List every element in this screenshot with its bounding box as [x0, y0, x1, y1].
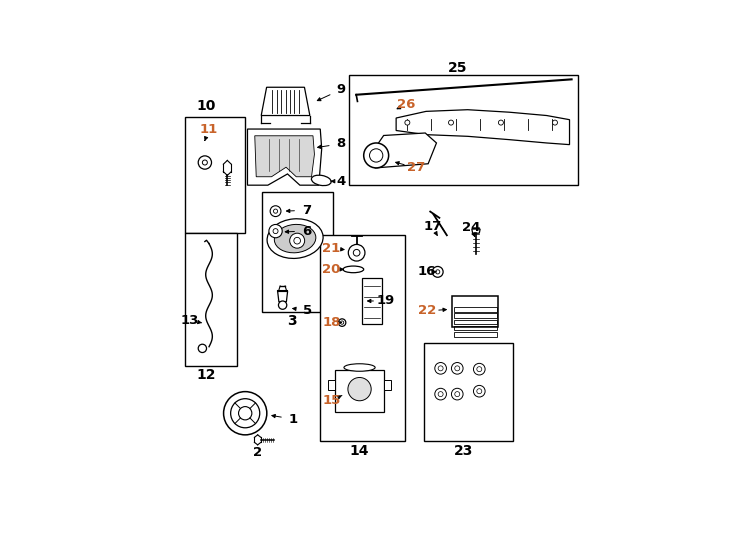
Polygon shape	[277, 292, 288, 302]
Circle shape	[348, 377, 371, 401]
Text: 27: 27	[407, 161, 425, 174]
Bar	[185, 233, 237, 366]
Circle shape	[369, 149, 383, 162]
Bar	[454, 326, 497, 330]
Bar	[452, 295, 498, 327]
Circle shape	[198, 156, 211, 169]
Circle shape	[364, 143, 388, 168]
Text: 21: 21	[322, 242, 341, 255]
Text: 17: 17	[424, 220, 441, 233]
Bar	[185, 117, 245, 233]
Text: 18: 18	[322, 316, 341, 329]
Bar	[424, 343, 513, 441]
Text: 10: 10	[196, 99, 215, 113]
Circle shape	[432, 266, 443, 277]
Text: 14: 14	[349, 444, 368, 458]
Text: 23: 23	[454, 444, 473, 458]
Text: 26: 26	[397, 98, 415, 111]
Circle shape	[269, 225, 282, 238]
Text: 5: 5	[303, 303, 312, 316]
Text: 9: 9	[336, 83, 346, 96]
Text: 4: 4	[336, 175, 346, 188]
Ellipse shape	[275, 225, 316, 253]
Text: 15: 15	[322, 394, 341, 407]
Circle shape	[198, 344, 206, 353]
Text: 16: 16	[418, 265, 436, 278]
Circle shape	[230, 399, 260, 428]
Circle shape	[455, 366, 459, 371]
Polygon shape	[472, 229, 480, 233]
Text: 3: 3	[288, 314, 297, 328]
Circle shape	[349, 245, 365, 261]
Ellipse shape	[343, 266, 364, 273]
Circle shape	[239, 407, 252, 420]
Text: 7: 7	[302, 204, 311, 217]
Text: 1: 1	[288, 413, 297, 426]
Bar	[454, 313, 497, 318]
Polygon shape	[261, 87, 310, 116]
Circle shape	[455, 392, 459, 396]
Bar	[454, 307, 497, 312]
Text: 13: 13	[181, 314, 199, 327]
Circle shape	[473, 386, 485, 397]
Ellipse shape	[267, 219, 323, 259]
Ellipse shape	[344, 364, 375, 371]
Circle shape	[294, 238, 300, 244]
Text: 12: 12	[196, 368, 216, 382]
Circle shape	[273, 228, 278, 234]
Circle shape	[438, 392, 443, 396]
Bar	[454, 332, 497, 337]
Text: 19: 19	[377, 294, 394, 307]
Text: 24: 24	[462, 221, 480, 234]
Circle shape	[553, 120, 557, 125]
Text: 25: 25	[448, 60, 467, 75]
Text: 8: 8	[336, 137, 346, 150]
Circle shape	[436, 270, 440, 274]
Text: 6: 6	[302, 225, 311, 238]
Bar	[349, 75, 578, 185]
Circle shape	[353, 249, 360, 256]
Circle shape	[278, 301, 287, 309]
Bar	[362, 278, 382, 324]
Bar	[384, 380, 390, 390]
Circle shape	[435, 362, 446, 374]
Circle shape	[270, 206, 281, 217]
Circle shape	[338, 319, 346, 326]
Circle shape	[203, 160, 208, 165]
Circle shape	[274, 209, 277, 213]
Bar	[320, 235, 405, 441]
Ellipse shape	[311, 175, 331, 186]
Circle shape	[451, 388, 463, 400]
Bar	[335, 370, 384, 412]
Bar	[262, 192, 333, 312]
Circle shape	[438, 366, 443, 371]
Circle shape	[405, 120, 410, 125]
Circle shape	[451, 362, 463, 374]
Text: 11: 11	[200, 123, 218, 136]
Text: 2: 2	[253, 446, 262, 459]
Circle shape	[473, 363, 485, 375]
Circle shape	[498, 120, 504, 125]
Text: 22: 22	[418, 305, 436, 318]
Circle shape	[435, 388, 446, 400]
Circle shape	[224, 392, 267, 435]
Circle shape	[477, 367, 482, 372]
Polygon shape	[367, 133, 437, 168]
Polygon shape	[247, 129, 321, 185]
Bar	[328, 380, 335, 390]
Polygon shape	[255, 136, 314, 177]
Polygon shape	[396, 110, 570, 145]
Circle shape	[290, 233, 305, 248]
Text: 20: 20	[322, 263, 341, 276]
Circle shape	[477, 389, 482, 394]
Bar	[454, 320, 497, 324]
Circle shape	[341, 321, 344, 324]
Circle shape	[448, 120, 454, 125]
